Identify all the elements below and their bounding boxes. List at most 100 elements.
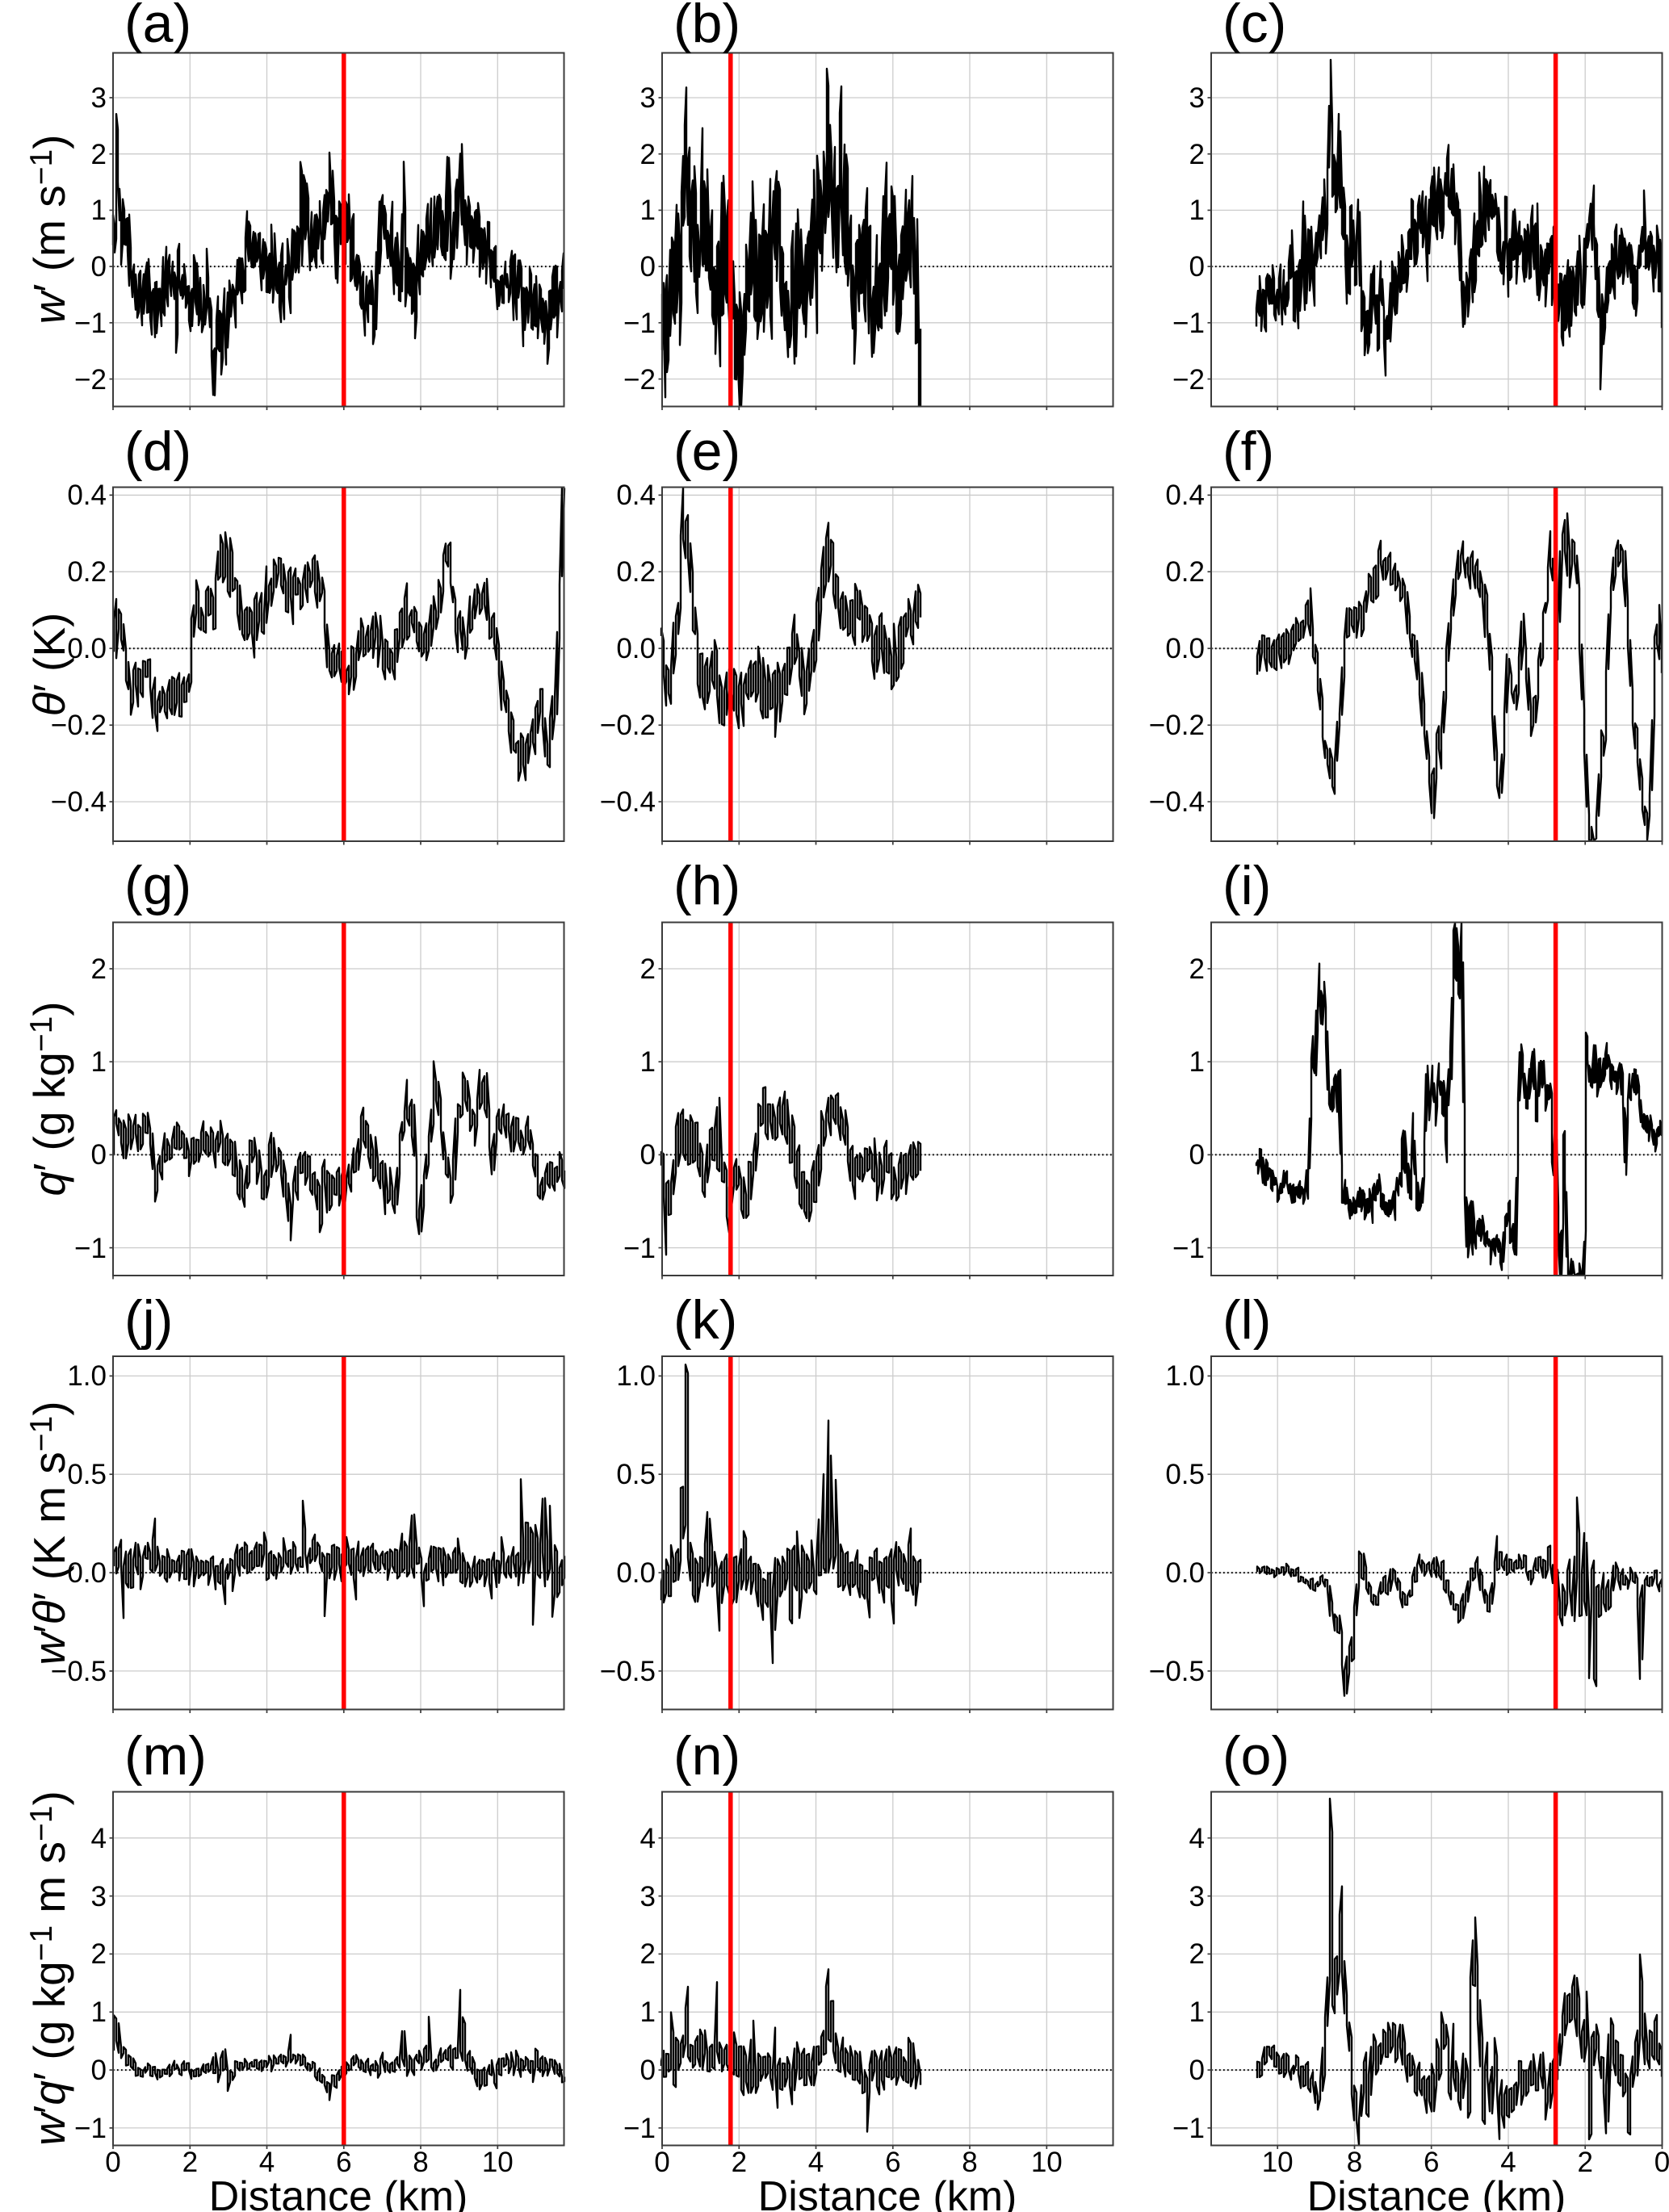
svg-text:0.4: 0.4 (1165, 480, 1205, 511)
svg-text:2: 2 (182, 2147, 198, 2178)
svg-text:−1: −1 (74, 2113, 107, 2144)
svg-text:1: 1 (640, 1996, 656, 2028)
svg-text:2: 2 (640, 139, 656, 170)
svg-text:−2: −2 (1172, 364, 1205, 396)
svg-text:Distance (km): Distance (km) (758, 2173, 1017, 2212)
svg-text:−1: −1 (1172, 1233, 1205, 1264)
svg-text:(n): (n) (673, 1725, 740, 1787)
svg-text:(l): (l) (1222, 1289, 1271, 1351)
svg-text:6: 6 (885, 2147, 900, 2178)
svg-text:10: 10 (1031, 2147, 1063, 2178)
svg-text:(g): (g) (124, 855, 191, 916)
svg-text:Distance (km): Distance (km) (209, 2173, 468, 2212)
svg-text:1: 1 (91, 1046, 107, 1078)
svg-text:−0.4: −0.4 (51, 786, 107, 818)
svg-text:3: 3 (1189, 82, 1205, 114)
svg-text:0: 0 (654, 2147, 669, 2178)
svg-text:0.5: 0.5 (1165, 1459, 1205, 1490)
svg-text:2: 2 (91, 953, 107, 985)
svg-text:0.0: 0.0 (67, 1557, 107, 1589)
svg-text:0: 0 (1189, 251, 1205, 283)
svg-text:−1: −1 (1172, 2113, 1205, 2144)
svg-text:0.5: 0.5 (616, 1459, 656, 1490)
svg-text:2: 2 (91, 139, 107, 170)
svg-text:4: 4 (640, 1823, 656, 1854)
svg-text:(c): (c) (1222, 0, 1286, 54)
svg-text:−2: −2 (623, 364, 656, 396)
svg-text:3: 3 (91, 1881, 107, 1912)
svg-text:0: 0 (1189, 1139, 1205, 1171)
svg-text:1: 1 (1189, 195, 1205, 226)
svg-text:0.0: 0.0 (1165, 1557, 1205, 1589)
svg-text:−2: −2 (74, 364, 107, 396)
svg-text:θ′ (K): θ′ (K) (24, 613, 74, 717)
svg-text:1: 1 (1189, 1046, 1205, 1078)
svg-text:(m): (m) (124, 1725, 207, 1787)
svg-text:w′q′ (g kg−1 m s−1): w′q′ (g kg−1 m s−1) (24, 1791, 74, 2146)
svg-text:4: 4 (808, 2147, 824, 2178)
svg-text:4: 4 (1500, 2147, 1516, 2178)
svg-text:0.2: 0.2 (616, 556, 656, 588)
svg-text:4: 4 (1189, 1823, 1205, 1854)
svg-text:0.5: 0.5 (67, 1459, 107, 1490)
svg-text:(b): (b) (673, 0, 740, 54)
svg-text:10: 10 (1262, 2147, 1294, 2178)
svg-text:2: 2 (640, 1938, 656, 1970)
svg-text:w′ (m s−1): w′ (m s−1) (24, 134, 74, 324)
svg-text:−0.2: −0.2 (600, 710, 656, 741)
svg-text:1: 1 (1189, 1996, 1205, 2028)
svg-text:6: 6 (336, 2147, 351, 2178)
svg-text:−1: −1 (623, 308, 656, 339)
svg-text:0: 0 (91, 2055, 107, 2086)
svg-text:−0.5: −0.5 (51, 1656, 107, 1687)
svg-text:8: 8 (413, 2147, 428, 2178)
svg-text:−0.2: −0.2 (51, 710, 107, 741)
svg-text:−1: −1 (623, 2113, 656, 2144)
svg-text:2: 2 (1189, 139, 1205, 170)
svg-text:2: 2 (732, 2147, 747, 2178)
svg-text:−0.5: −0.5 (600, 1656, 656, 1687)
svg-text:3: 3 (1189, 1881, 1205, 1912)
svg-text:1.0: 1.0 (1165, 1360, 1205, 1392)
svg-text:0: 0 (105, 2147, 120, 2178)
svg-text:0.4: 0.4 (616, 480, 656, 511)
svg-text:4: 4 (259, 2147, 275, 2178)
svg-text:0.2: 0.2 (1165, 556, 1205, 588)
svg-text:8: 8 (1347, 2147, 1362, 2178)
svg-text:2: 2 (1577, 2147, 1592, 2178)
svg-text:−0.5: −0.5 (1149, 1656, 1205, 1687)
svg-text:0: 0 (1654, 2147, 1669, 2178)
svg-text:−1: −1 (74, 1233, 107, 1264)
svg-text:3: 3 (91, 82, 107, 114)
svg-text:3: 3 (640, 82, 656, 114)
svg-text:−1: −1 (1172, 308, 1205, 339)
svg-text:Distance (km): Distance (km) (1307, 2173, 1566, 2212)
svg-text:−0.4: −0.4 (1149, 786, 1205, 818)
svg-text:0: 0 (640, 1139, 656, 1171)
svg-text:2: 2 (640, 953, 656, 985)
svg-text:−1: −1 (623, 1233, 656, 1264)
svg-text:1: 1 (91, 195, 107, 226)
svg-text:0: 0 (91, 1139, 107, 1171)
svg-text:0.4: 0.4 (67, 480, 107, 511)
svg-text:0.0: 0.0 (616, 633, 656, 664)
svg-text:4: 4 (91, 1823, 107, 1854)
svg-text:(h): (h) (673, 855, 740, 916)
svg-text:6: 6 (1424, 2147, 1439, 2178)
svg-text:(f): (f) (1222, 421, 1274, 482)
svg-text:(o): (o) (1222, 1725, 1289, 1787)
svg-text:2: 2 (1189, 953, 1205, 985)
svg-text:0: 0 (1189, 2055, 1205, 2086)
svg-text:8: 8 (962, 2147, 977, 2178)
svg-text:1: 1 (640, 195, 656, 226)
svg-text:0.0: 0.0 (67, 633, 107, 664)
svg-text:0: 0 (640, 2055, 656, 2086)
svg-text:(j): (j) (124, 1289, 173, 1351)
svg-text:1.0: 1.0 (616, 1360, 656, 1392)
svg-text:0.0: 0.0 (616, 1557, 656, 1589)
svg-text:(a): (a) (124, 0, 191, 54)
svg-text:(i): (i) (1222, 855, 1271, 916)
svg-text:(k): (k) (673, 1289, 737, 1351)
svg-text:0: 0 (91, 251, 107, 283)
svg-text:−1: −1 (74, 308, 107, 339)
